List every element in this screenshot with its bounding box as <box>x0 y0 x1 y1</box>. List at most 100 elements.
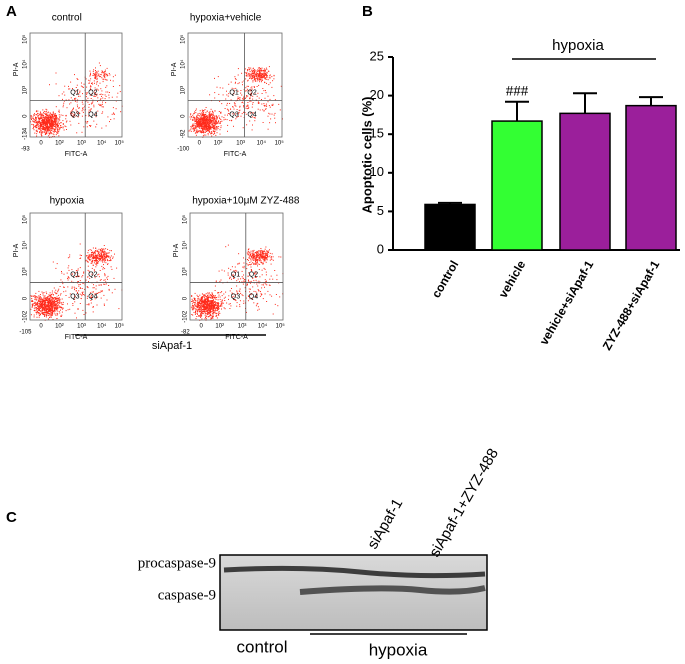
dot <box>211 307 212 308</box>
dot <box>191 128 192 129</box>
dot <box>40 301 41 302</box>
panel-label: A <box>6 3 17 20</box>
dot <box>205 303 206 304</box>
dot <box>93 106 94 107</box>
dot <box>94 287 95 288</box>
dot <box>265 90 266 91</box>
dot <box>98 292 99 293</box>
dot <box>62 99 63 100</box>
dot <box>257 93 258 94</box>
dot <box>101 285 102 286</box>
dot <box>268 252 269 253</box>
dot <box>77 106 78 107</box>
dot <box>225 115 226 116</box>
dot <box>207 128 208 129</box>
dot <box>242 82 243 83</box>
dot <box>48 301 49 302</box>
dot <box>220 123 221 124</box>
dot <box>202 124 203 125</box>
dot <box>37 122 38 123</box>
dot <box>82 116 83 117</box>
lane-label: siApaf-1 <box>364 496 406 552</box>
y-tick-label: 25 <box>370 48 384 63</box>
dot <box>265 98 266 99</box>
dot <box>265 247 266 248</box>
dot <box>257 265 258 266</box>
dot <box>46 111 47 112</box>
dot <box>216 302 217 303</box>
dot <box>210 315 211 316</box>
dot <box>62 93 63 94</box>
dot <box>59 302 60 303</box>
dot <box>220 305 221 306</box>
dot <box>91 103 92 104</box>
dot <box>72 303 73 304</box>
dot <box>64 95 65 96</box>
dot <box>86 87 87 88</box>
dot <box>38 291 39 292</box>
dot <box>197 300 198 301</box>
quadrant-label: Q3 <box>70 293 79 300</box>
dot <box>37 123 38 124</box>
dot <box>68 86 69 87</box>
dot <box>258 68 259 69</box>
dot <box>51 309 52 310</box>
dot <box>37 111 38 112</box>
lane-label: siApaf-1+ZYZ-488 <box>426 446 502 560</box>
dot <box>200 116 201 117</box>
x-tick-label: 10⁴ <box>97 140 107 147</box>
dot <box>49 300 50 301</box>
dot <box>108 256 109 257</box>
dot <box>56 304 57 305</box>
dot <box>230 303 231 304</box>
dot <box>259 81 260 82</box>
dot <box>80 96 81 97</box>
dot <box>201 112 202 113</box>
dot <box>86 78 87 79</box>
dot <box>269 77 270 78</box>
dot <box>56 293 57 294</box>
dot <box>247 69 248 70</box>
dot <box>205 122 206 123</box>
dot <box>107 249 108 250</box>
dot <box>274 75 275 76</box>
dot <box>208 130 209 131</box>
dot <box>57 297 58 298</box>
dot <box>32 121 33 122</box>
dot <box>266 79 267 80</box>
dot <box>249 262 250 263</box>
dot <box>93 287 94 288</box>
dot <box>211 309 212 310</box>
dot <box>97 305 98 306</box>
dot <box>210 312 211 313</box>
dot <box>220 306 221 307</box>
dot <box>98 253 99 254</box>
dot <box>40 112 41 113</box>
dot <box>96 264 97 265</box>
dot <box>204 129 205 130</box>
dot <box>199 299 200 300</box>
dot <box>49 123 50 124</box>
dot <box>194 113 195 114</box>
dot <box>53 126 54 127</box>
dot <box>266 108 267 109</box>
dot <box>90 74 91 75</box>
dot <box>264 287 265 288</box>
band-label: procaspase-9 <box>138 555 216 571</box>
dot <box>54 126 55 127</box>
dot <box>43 112 44 113</box>
dot <box>256 259 257 260</box>
dot <box>268 129 269 130</box>
dot <box>49 309 50 310</box>
dot <box>68 99 69 100</box>
dot <box>93 69 94 70</box>
dot <box>257 260 258 261</box>
dot <box>246 75 247 76</box>
dot <box>106 277 107 278</box>
dot <box>205 308 206 309</box>
dot <box>192 124 193 125</box>
quadrant-label: Q3 <box>70 111 79 118</box>
dot <box>269 279 270 280</box>
dot <box>103 284 104 285</box>
dot <box>86 280 87 281</box>
